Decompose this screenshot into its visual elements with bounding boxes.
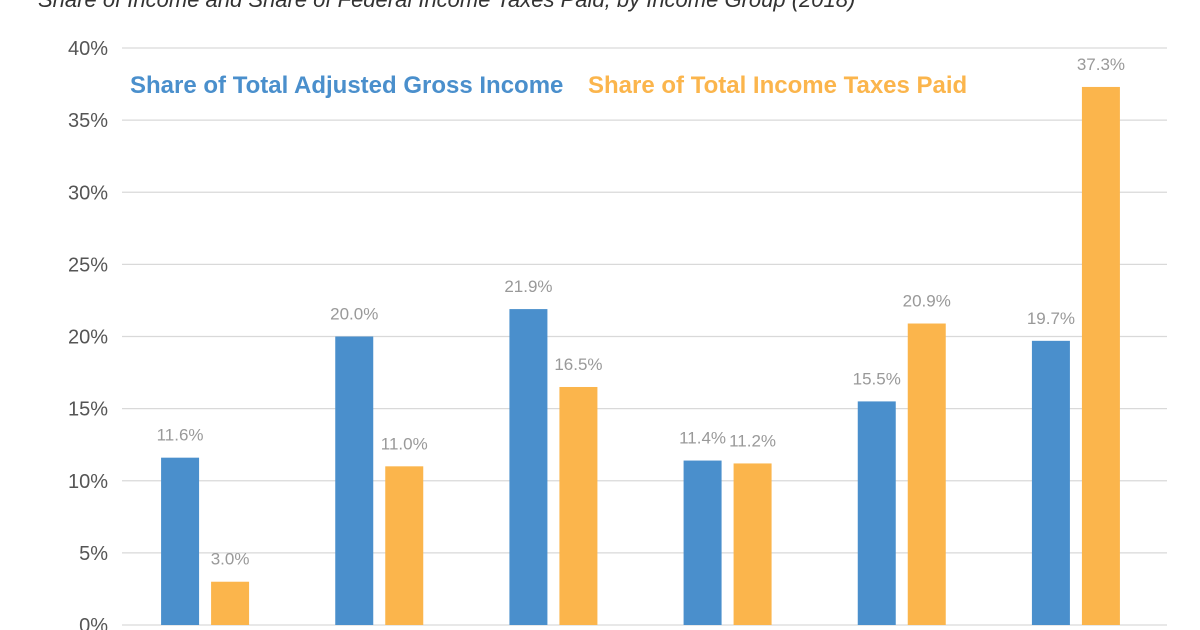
y-tick-label: 25% (68, 254, 108, 276)
y-tick-label: 40% (68, 38, 108, 60)
bar (733, 463, 772, 625)
data-label: 21.9% (504, 277, 552, 296)
y-tick-label: 10% (68, 471, 108, 493)
data-label: 37.3% (1077, 55, 1125, 74)
bar (335, 336, 374, 625)
legend-entry-taxes: Share of Total Income Taxes Paid (588, 72, 968, 99)
y-tick-label: 0% (79, 615, 108, 630)
bar (1031, 340, 1070, 625)
data-label: 15.5% (853, 369, 901, 388)
y-tick-label: 35% (68, 110, 108, 132)
data-label: 3.0% (211, 550, 250, 569)
bar (509, 309, 548, 625)
y-tick-label: 5% (79, 543, 108, 565)
bar (907, 323, 946, 625)
bar (559, 386, 598, 625)
bar (683, 460, 722, 625)
data-label: 11.6% (157, 426, 204, 445)
bar (211, 581, 250, 625)
data-label: 20.9% (903, 292, 951, 311)
data-label: 11.4% (679, 429, 726, 448)
data-label: 11.0% (381, 434, 428, 453)
y-tick-label: 30% (68, 182, 108, 204)
bar (857, 401, 896, 625)
legend-entry-agi: Share of Total Adjusted Gross Income (130, 72, 564, 99)
bar (385, 466, 424, 625)
chart-title: Share of Income and Share of Federal Inc… (38, 0, 855, 13)
data-label: 20.0% (330, 305, 378, 324)
y-tick-label: 15% (68, 399, 108, 421)
bar (1081, 86, 1120, 625)
data-label: 11.2% (729, 431, 776, 450)
data-label: 19.7% (1027, 309, 1075, 328)
bar (161, 457, 200, 625)
data-label: 16.5% (554, 355, 602, 374)
y-tick-label: 20% (68, 327, 108, 349)
